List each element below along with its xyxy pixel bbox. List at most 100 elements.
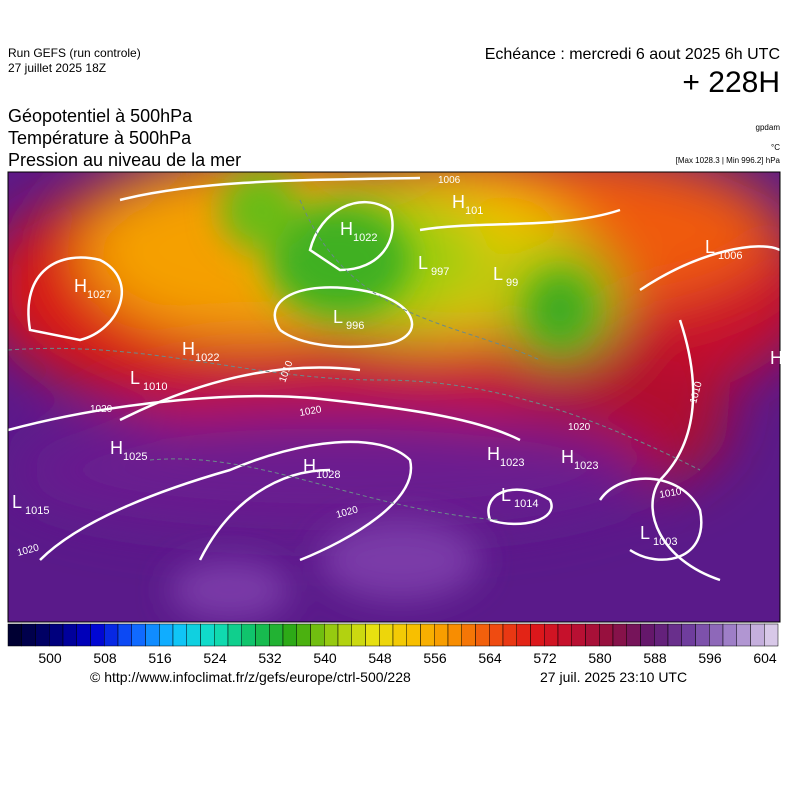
colorbar-swatch [530,623,545,647]
colorbar-swatch [502,623,517,647]
center-kind: H [487,444,500,464]
colorbar-swatch [200,623,215,647]
center-kind: L [640,523,650,543]
center-kind: L [705,237,715,257]
colorbar-swatch [489,623,504,647]
center-kind: H [452,192,465,212]
center-kind: H [340,219,353,239]
center-kind: H [74,276,87,296]
center-kind: L [12,492,22,512]
colorbar-swatch [557,623,572,647]
isobar-label: 1020 [299,404,323,419]
center-pressure: 1010 [143,381,167,393]
colorbar-tick-label: 516 [148,650,172,666]
colorbar-swatch [21,623,36,647]
colorbar-swatch [49,623,64,647]
colorbar-tick-label: 508 [93,650,117,666]
colorbar-swatch [640,623,655,647]
colorbar-swatch [159,623,174,647]
center-kind: H [561,447,574,467]
colorbar-swatch [269,623,284,647]
isobar-label: 1010 [659,486,683,501]
colorbar-tick-label: 548 [368,650,392,666]
colorbar-tick-label: 556 [423,650,447,666]
colorbar-swatch [709,623,724,647]
colorbar-swatch [172,623,187,647]
colorbar-swatch [667,623,682,647]
center-kind: L [501,485,511,505]
isobar-label: 1020 [568,422,591,433]
colorbar-tick-label: 500 [38,650,62,666]
center-kind: L [418,253,428,273]
colorbar-swatch [214,623,229,647]
colorbar-tick-label: 588 [643,650,667,666]
colorbar-swatch [145,623,160,647]
center-pressure: 1014 [514,498,538,510]
colorbar-swatch [434,623,449,647]
center-pressure: 101 [465,205,483,217]
colorbar-swatch [447,623,462,647]
unit: °C [771,143,780,152]
unit: [Max 1028.3 | Min 996.2] hPa [675,156,780,165]
colorbar-tick-label: 524 [203,650,227,666]
colorbar-swatch [7,623,22,647]
field: Température à 500hPa [8,128,192,148]
colorbar-swatch [337,623,352,647]
colorbar-swatch [626,623,641,647]
colorbar-swatch [764,623,779,647]
colorbar-swatch [255,623,270,647]
isobar-label: 1020 [90,404,113,415]
colorbar-swatch [571,623,586,647]
center-kind: L [493,264,503,284]
center-kind: L [333,307,343,327]
unit: gpdam [755,123,780,132]
center-kind: L [130,368,140,388]
colorbar-tick-label: 604 [753,650,777,666]
colorbar-swatch [227,623,242,647]
echeance: Echéance : mercredi 6 aout 2025 6h UTC [484,46,780,63]
center-kind: H [182,339,195,359]
colorbar-swatch [392,623,407,647]
field: Pression au niveau de la mer [8,150,242,170]
center-pressure: 1022 [195,352,219,364]
colorbar-swatch [736,623,751,647]
colorbar-swatch [76,623,91,647]
colorbar-swatch [282,623,297,647]
colorbar-tick-label: 596 [698,650,722,666]
center-pressure: 1025 [123,451,147,463]
colorbar-swatch [351,623,366,647]
colorbar-swatch [324,623,339,647]
colorbar-swatch [117,623,132,647]
run: Run GEFS (run controle) [8,46,141,60]
colorbar-swatch [420,623,435,647]
run-date: 27 juillet 2025 18Z [8,61,107,75]
colorbar-tick-label: 564 [478,650,502,666]
colorbar-swatch [585,623,600,647]
colorbar-swatch [750,623,765,647]
colorbar-swatch [654,623,669,647]
field-map [8,172,780,622]
isobar-label: 1006 [438,175,461,186]
colorbar-tick-label: 580 [588,650,612,666]
colorbar-swatch [365,623,380,647]
colorbar-swatch [612,623,627,647]
colorbar-swatch [722,623,737,647]
colorbar-swatch [90,623,105,647]
center-pressure: 1003 [653,536,677,548]
field: Géopotentiel à 500hPa [8,106,193,126]
colorbar-swatch [599,623,614,647]
center-pressure: 99 [506,277,518,289]
colorbar-swatch [310,623,325,647]
source: © http://www.infoclimat.fr/z/gefs/europe… [90,669,411,685]
colorbar-swatch [62,623,77,647]
colorbar-swatch [296,623,311,647]
center-kind: H [770,348,783,368]
center-pressure: 1023 [574,460,598,472]
colorbar-swatch [406,623,421,647]
colorbar-swatch [35,623,50,647]
colorbar-swatch [461,623,476,647]
center-pressure: 1023 [500,457,524,469]
center-pressure: 1015 [25,505,49,517]
colorbar-tick-label: 572 [533,650,557,666]
